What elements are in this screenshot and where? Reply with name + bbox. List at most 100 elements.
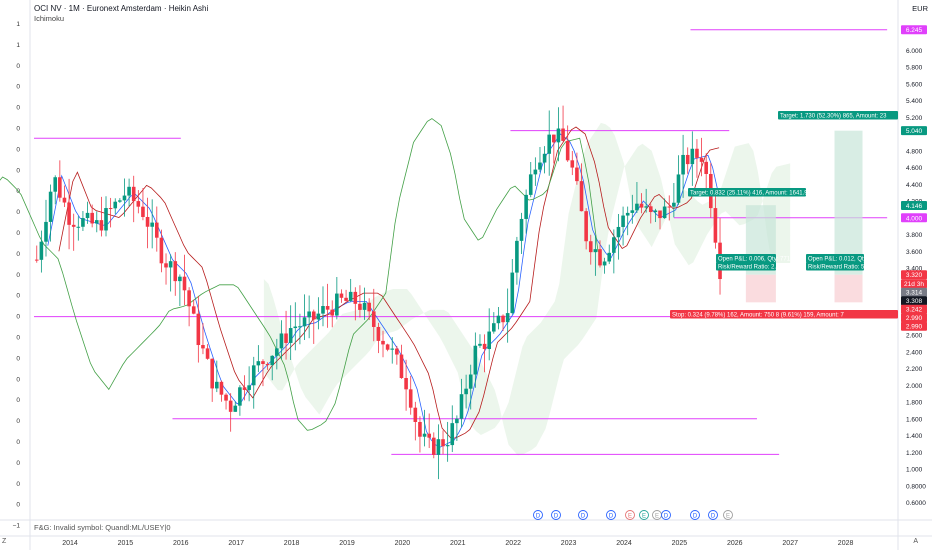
candle-body	[325, 306, 330, 310]
candle-body	[344, 297, 348, 301]
y-tick-label: 1.600	[906, 416, 923, 423]
annotation-box	[688, 188, 806, 197]
y-tick-label: 5.200	[906, 115, 923, 122]
candle-body	[699, 157, 704, 162]
candle-body	[330, 309, 335, 316]
candle-body	[348, 291, 353, 301]
candle-body	[118, 200, 122, 202]
candle-body	[584, 211, 588, 242]
candle-body	[224, 394, 228, 401]
y-tick-label: 0.6000	[906, 500, 926, 507]
price-label-text: 4.146	[906, 203, 923, 210]
left-tick-label: 0	[16, 314, 20, 321]
annotation-box	[806, 254, 864, 263]
price-label-box	[901, 201, 927, 211]
y-tick-label: 0.8000	[906, 483, 926, 490]
y-tick-label: 1.200	[906, 450, 923, 457]
candle-body	[44, 221, 48, 242]
ichimoku-cloud	[263, 122, 791, 456]
tenkan-line	[47, 133, 718, 448]
candle-body	[561, 128, 565, 141]
left-tick-label: 1	[16, 21, 20, 28]
y-tick-label: 2.200	[906, 366, 923, 373]
candle-body	[395, 348, 399, 355]
event-marker	[639, 510, 649, 520]
left-tick-label: 0	[16, 418, 20, 425]
candle-body	[256, 361, 261, 366]
candle-body	[136, 201, 141, 207]
candle-body	[53, 177, 58, 192]
event-marker	[606, 510, 616, 520]
price-label-text: 3.314	[906, 290, 923, 297]
candle-body	[468, 374, 473, 389]
x-tick-label: 2022	[505, 540, 521, 547]
x-tick-label: 2014	[62, 540, 78, 547]
candle-body	[704, 161, 708, 174]
left-tick-label: 0	[16, 502, 20, 509]
price-label-text: 2.990	[906, 315, 923, 322]
long-stop-zone-2	[834, 274, 863, 303]
candle-body	[616, 226, 621, 238]
candle-body	[173, 261, 178, 282]
event-marker	[723, 510, 733, 520]
candle-body	[381, 340, 385, 345]
candle-body	[270, 355, 275, 366]
candle-body	[339, 293, 344, 298]
candle-body	[71, 224, 76, 227]
candle-body	[492, 323, 496, 332]
candle-body	[141, 206, 145, 217]
candle-body	[85, 212, 90, 219]
price-label-text: 3.242	[906, 307, 923, 314]
event-marker	[708, 510, 718, 520]
candle-body	[459, 394, 464, 419]
candle-body	[588, 241, 593, 253]
candle-body	[159, 237, 164, 264]
candle-body	[464, 388, 468, 395]
candle-body	[34, 259, 39, 261]
long-target-zone-2	[834, 130, 863, 275]
candle-body	[265, 363, 270, 366]
candle-body	[122, 195, 127, 201]
candle-body	[431, 437, 436, 455]
y-tick-label: 2.400	[906, 349, 923, 356]
candle-body	[247, 385, 251, 390]
price-label-box	[901, 213, 927, 223]
candle-body	[552, 134, 556, 143]
annotation-box	[670, 310, 898, 319]
candle-body	[445, 445, 450, 447]
candle-body	[662, 206, 667, 219]
candle-body	[644, 206, 648, 208]
candle-body	[625, 212, 630, 216]
event-marker-label: D	[609, 514, 614, 520]
event-marker-label: E	[655, 514, 659, 520]
price-label-text: 2.990	[906, 324, 923, 331]
candle-body	[653, 210, 658, 213]
candle-body	[598, 249, 602, 266]
left-tick-label: 0	[16, 230, 20, 237]
left-tick-label: 0	[16, 355, 20, 362]
candle-body	[187, 290, 191, 307]
candle-body	[150, 222, 154, 227]
x-tick-label: 2018	[284, 540, 300, 547]
candle-body	[251, 365, 256, 386]
candle-body	[362, 302, 367, 310]
candle-body	[90, 212, 94, 224]
candle-body	[390, 348, 395, 350]
price-label-text: 4.000	[906, 215, 923, 222]
price-label-text: 5.040	[906, 128, 923, 135]
price-label-text: 3.320	[906, 272, 923, 279]
y-tick-label: 3.600	[906, 249, 923, 256]
left-tick-label: 0	[16, 126, 20, 133]
candle-body	[404, 378, 408, 390]
candle-body	[131, 186, 136, 202]
candle-body	[602, 261, 607, 266]
left-tick-label: 0	[16, 63, 20, 70]
event-marker-label: E	[726, 514, 730, 520]
y-tick-label: 4.600	[906, 165, 923, 172]
candle-body	[648, 206, 653, 213]
candle-body	[570, 160, 575, 168]
candle-body	[579, 181, 584, 212]
candle-body	[191, 306, 196, 314]
candle-body	[164, 263, 168, 268]
